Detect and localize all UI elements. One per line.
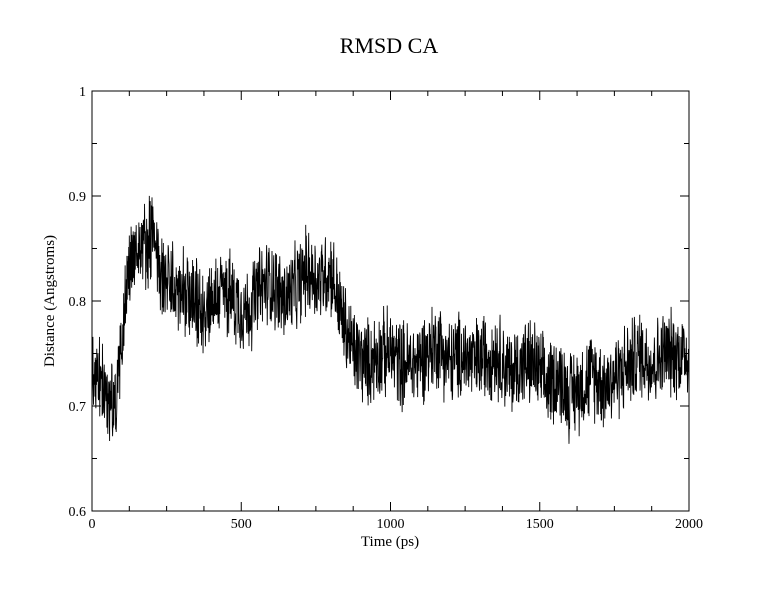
ticks-layer: 0 500 1000 1500 2000 0.6 0.7 0.8 0.9 1 [69, 85, 704, 532]
x-axis-label: Time (ps) [361, 534, 419, 550]
x-tick-label: 500 [231, 517, 252, 532]
x-tick-label: 0 [89, 517, 96, 532]
y-axis-label: Distance (Angstroms) [42, 235, 58, 367]
x-tick-label: 2000 [675, 517, 703, 532]
y-tick-label: 1 [79, 85, 86, 100]
series-line-rmsd-ca [91, 195, 690, 444]
y-tick-label: 0.9 [69, 190, 87, 205]
x-tick-label: 1000 [377, 517, 405, 532]
y-tick-label: 0.6 [69, 505, 87, 520]
series-layer [91, 195, 690, 444]
chart-title: RMSD CA [340, 33, 439, 58]
y-tick-label: 0.7 [69, 400, 87, 415]
x-tick-label: 1500 [526, 517, 554, 532]
y-tick-label: 0.8 [69, 295, 87, 310]
